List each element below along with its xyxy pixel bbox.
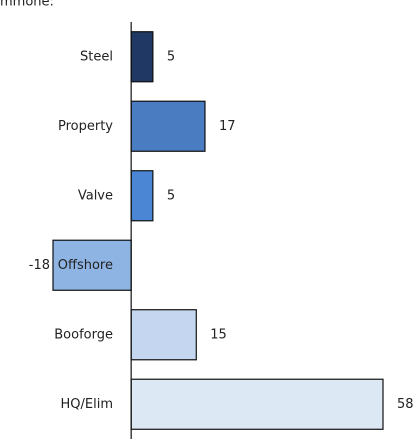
value-label: 17 [219, 119, 236, 134]
chart-title: mmone: [0, 0, 54, 10]
category-label: Valve [78, 188, 113, 203]
bar [130, 31, 154, 83]
category-label: HQ/Elim [61, 397, 114, 412]
bar [130, 100, 206, 152]
value-label: -18 [29, 258, 50, 273]
value-label: 5 [167, 49, 175, 64]
bar [52, 239, 132, 291]
bar [130, 378, 384, 430]
bar [130, 170, 154, 222]
category-label: Property [58, 119, 113, 134]
value-label: 58 [397, 397, 414, 412]
category-label: Offshore [58, 258, 113, 273]
value-label: 15 [210, 327, 227, 342]
category-label: Booforge [54, 327, 113, 342]
bar [130, 309, 197, 361]
value-label: 5 [167, 188, 175, 203]
category-label: Steel [80, 49, 113, 64]
